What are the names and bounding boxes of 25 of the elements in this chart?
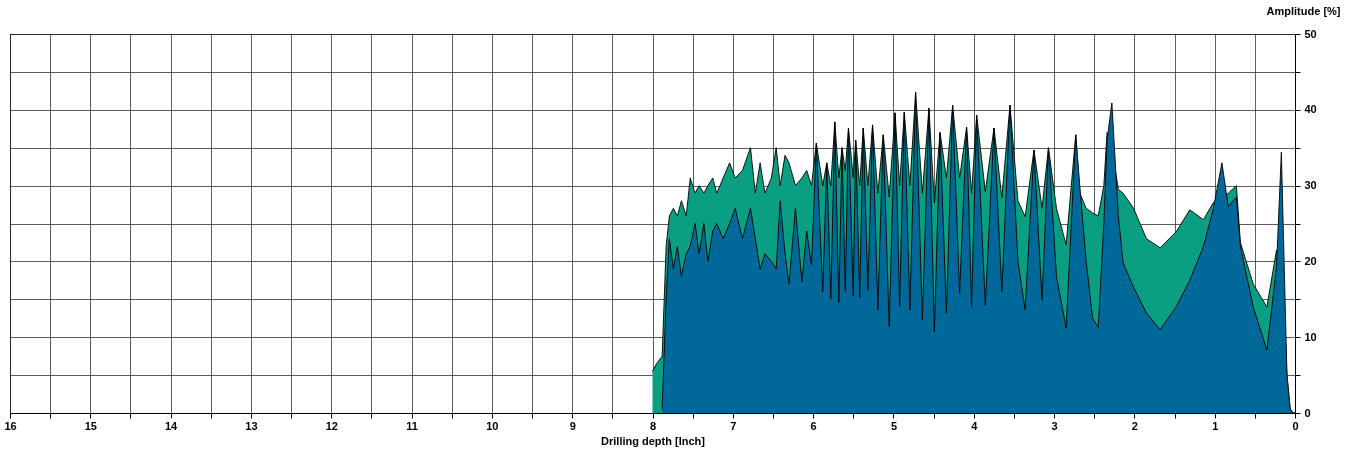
x-tick-label: 16 [4, 419, 17, 432]
x-tick-label: 11 [406, 419, 418, 432]
x-tick-label: 6 [810, 419, 817, 432]
x-tick-label: 13 [245, 419, 258, 432]
x-tick-label: 1 [1212, 419, 1219, 432]
x-tick-label: 7 [730, 419, 737, 432]
x-tick-label: 3 [1051, 419, 1058, 432]
x-tick-label: 5 [890, 419, 897, 432]
y-tick-label: 30 [1304, 179, 1317, 192]
x-tick-label: 12 [325, 419, 338, 432]
y-axis-title: Amplitude [%] [1266, 4, 1341, 17]
y-tick-label: 0 [1304, 406, 1311, 419]
x-tick-label: 15 [84, 419, 97, 432]
x-tick-label: 14 [165, 419, 179, 432]
x-tick-label: 10 [486, 419, 499, 432]
y-tick-label: 40 [1304, 103, 1317, 116]
x-axis-title: Drilling depth [Inch] [601, 434, 706, 447]
x-tick-label: 2 [1131, 419, 1138, 432]
x-tick-label: 8 [649, 419, 657, 432]
y-tick-label: 50 [1304, 27, 1317, 40]
x-tick-label: 4 [971, 419, 979, 432]
y-tick-label: 20 [1304, 254, 1317, 267]
x-tick-label: 9 [569, 419, 576, 432]
y-tick-label: 10 [1304, 330, 1317, 343]
x-tick-label: 0 [1292, 419, 1299, 432]
